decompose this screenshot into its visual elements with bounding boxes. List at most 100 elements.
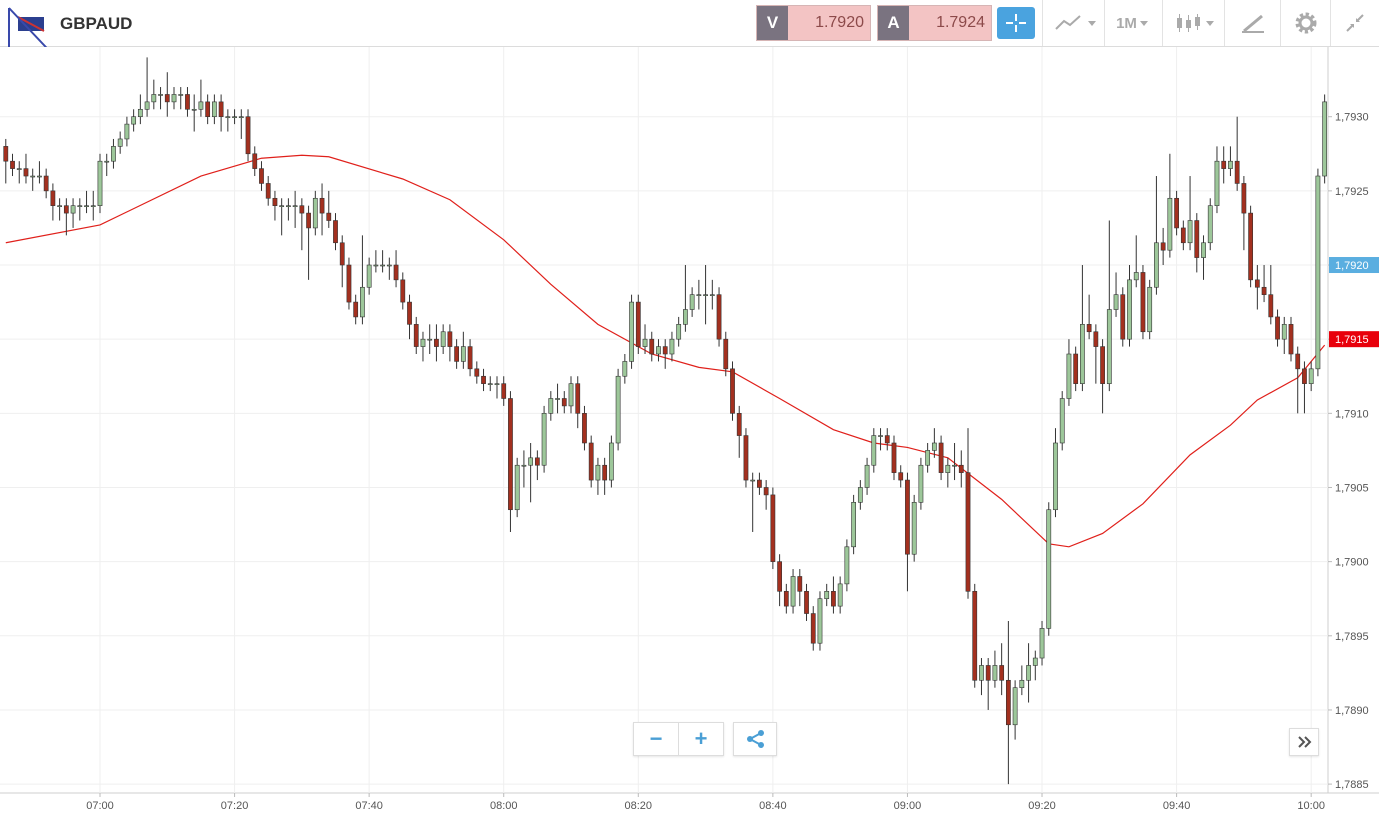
candle-body xyxy=(23,168,29,177)
candle-body xyxy=(1005,679,1011,726)
candle-body xyxy=(400,279,406,303)
candle-body xyxy=(171,94,177,103)
candle-body xyxy=(837,583,843,607)
candle-body xyxy=(608,442,614,481)
candle-body xyxy=(595,464,601,481)
candle-body xyxy=(1234,160,1240,184)
scroll-end-button[interactable] xyxy=(1289,728,1319,756)
candle-body xyxy=(1032,657,1038,666)
x-tick-label: 09:00 xyxy=(894,800,922,812)
candle-body xyxy=(1086,324,1092,333)
candle-body xyxy=(972,590,978,681)
x-tick-label: 10:00 xyxy=(1297,800,1325,812)
candle-body xyxy=(84,205,89,207)
share-button[interactable] xyxy=(733,722,777,756)
candle-body xyxy=(413,324,419,347)
candle-body xyxy=(3,146,9,162)
candle-body xyxy=(225,116,231,119)
candle-body xyxy=(37,175,42,178)
candle-body xyxy=(380,264,385,267)
candle-body xyxy=(582,413,587,444)
candle-body xyxy=(1160,242,1166,251)
candle-body xyxy=(918,464,924,503)
price-marker xyxy=(1329,331,1379,348)
candle-body xyxy=(1194,220,1200,258)
candle-body xyxy=(703,294,708,296)
candle-body xyxy=(360,286,365,318)
candle-body xyxy=(434,338,439,347)
fullscreen-button[interactable] xyxy=(1330,0,1379,46)
candle-body xyxy=(945,464,951,473)
candle-body xyxy=(770,494,776,562)
candle-body xyxy=(521,464,527,467)
candle-body xyxy=(1254,279,1260,288)
draw-button[interactable] xyxy=(1224,0,1280,46)
candle-body xyxy=(245,116,251,155)
candle-body xyxy=(178,94,184,96)
candle-body xyxy=(1315,175,1321,370)
candle-body xyxy=(804,590,809,614)
candle-body xyxy=(763,487,769,496)
y-tick-label: 1,7885 xyxy=(1335,779,1369,791)
zoom-in-button[interactable]: + xyxy=(678,723,723,755)
candle-body xyxy=(460,346,466,362)
buy-price: 1.7924 xyxy=(909,6,991,40)
settings-button[interactable] xyxy=(1280,0,1330,46)
candle-body xyxy=(783,590,789,607)
candle-body xyxy=(158,94,163,96)
candle-body xyxy=(185,94,190,110)
candle-body xyxy=(57,205,63,207)
candle-body xyxy=(63,205,69,214)
candle-body xyxy=(467,346,473,370)
candle-body xyxy=(1261,286,1267,295)
candle-body xyxy=(97,160,103,206)
candle-body xyxy=(50,190,56,206)
candle-body xyxy=(925,450,931,466)
candle-body xyxy=(366,264,372,288)
candle-body xyxy=(353,301,359,318)
candle-body xyxy=(373,264,379,267)
candle-body xyxy=(117,138,123,147)
crosshair-button[interactable] xyxy=(997,7,1035,39)
candle-body xyxy=(111,146,116,162)
candle-body xyxy=(1295,353,1301,370)
candle-body xyxy=(137,108,143,118)
buy-letter: A xyxy=(878,6,909,40)
candle-body xyxy=(1066,353,1072,399)
candle-body xyxy=(259,168,264,184)
candle-body xyxy=(279,205,285,207)
candle-body xyxy=(70,205,76,214)
candle-body xyxy=(1133,272,1139,281)
candle-body xyxy=(730,368,735,414)
candle-body xyxy=(508,398,513,511)
timeframe-button[interactable]: 1M xyxy=(1104,0,1162,46)
indicators-button[interactable] xyxy=(1042,0,1104,46)
candle-body xyxy=(16,168,22,170)
price-marker-label: 1,7915 xyxy=(1335,334,1369,346)
candle-body xyxy=(575,383,581,414)
candle-body xyxy=(743,435,749,481)
chart: 1,7885 1,7890 1,7895 1,7900 1,7905 1,7910 1,79… xyxy=(0,47,1379,812)
sell-button[interactable]: V 1.7920 xyxy=(756,5,871,41)
candle-body xyxy=(164,94,170,103)
candle-body xyxy=(10,160,15,169)
chart-type-button[interactable] xyxy=(1162,0,1224,46)
candle-body xyxy=(454,346,460,362)
candle-body xyxy=(218,101,224,118)
candle-body xyxy=(77,205,83,207)
candle-body xyxy=(757,479,762,488)
candle-body xyxy=(790,576,796,607)
candle-body xyxy=(1187,220,1193,244)
candle-body xyxy=(588,442,594,481)
sell-price: 1.7920 xyxy=(788,6,870,40)
candle-body xyxy=(30,175,36,178)
candle-body xyxy=(104,160,110,163)
toolbar: GBPAUD V 1.7920 A 1.7924 1M xyxy=(0,0,1379,61)
candle-body xyxy=(151,94,157,103)
candle-body xyxy=(1221,160,1227,169)
candle-body xyxy=(1275,316,1280,340)
buy-button[interactable]: A 1.7924 xyxy=(877,5,992,41)
candle-body xyxy=(1026,665,1031,681)
zoom-out-button[interactable]: − xyxy=(649,726,663,751)
x-tick-label: 07:40 xyxy=(355,800,383,812)
